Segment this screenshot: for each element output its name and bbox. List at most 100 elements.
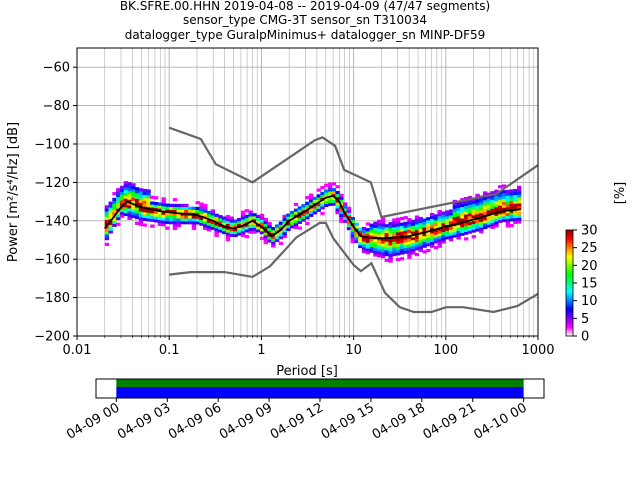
density-cell: [312, 205, 318, 209]
density-cell: [278, 230, 284, 234]
density-cell: [263, 235, 268, 239]
density-cell: [214, 219, 219, 223]
density-cell: [395, 232, 401, 236]
curves: [104, 126, 538, 314]
colorbar-tick-label: 0: [581, 330, 589, 345]
density-cell: [214, 233, 219, 238]
density-cell: [407, 255, 412, 259]
density-cell: [467, 213, 473, 217]
density-cell: [191, 215, 197, 219]
density-cell: [448, 232, 454, 236]
density-cell: [142, 197, 147, 201]
title-line-2: sensor_type CMG-3T sensor_sn T310034: [183, 13, 427, 27]
density-cell: [437, 224, 442, 228]
density-cell: [153, 216, 159, 220]
density-cell: [138, 194, 144, 198]
density-cell: [414, 227, 420, 231]
density-cell: [467, 216, 473, 220]
density-cell: [395, 249, 401, 253]
density-cell: [324, 200, 329, 205]
plot-background: [77, 48, 538, 336]
density-cell: [180, 221, 185, 225]
density-cell: [411, 237, 416, 241]
density-cell: [308, 193, 314, 197]
density-cell: [256, 220, 261, 224]
density-cell: [112, 220, 117, 225]
density-cell: [373, 233, 378, 237]
density-cell: [153, 196, 159, 200]
density-cell: [471, 209, 476, 213]
density-cell: [354, 237, 359, 241]
density-cell: [150, 215, 155, 220]
density-cell: [452, 217, 458, 221]
density-cell: [377, 248, 382, 252]
density-cell: [142, 209, 147, 213]
density-cell: [165, 226, 170, 230]
density-cell: [252, 227, 257, 231]
density-cell: [490, 196, 495, 201]
density-cell: [225, 235, 231, 239]
density-cell: [316, 202, 321, 207]
density-cell: [365, 236, 371, 240]
density-cell: [308, 210, 314, 215]
density-cell: [343, 202, 348, 206]
density-cell: [225, 229, 231, 233]
density-cell: [153, 207, 159, 211]
density-cell: [104, 213, 110, 218]
availability-segment-bottom: [116, 387, 524, 398]
density-cell: [388, 242, 393, 246]
density-cell: [252, 213, 257, 217]
density-cell: [490, 222, 495, 227]
density-cell: [282, 226, 287, 230]
density-cell: [501, 204, 507, 208]
density-cell: [505, 189, 511, 193]
density-cell: [422, 238, 427, 242]
density-cell: [377, 228, 382, 232]
density-cell: [123, 207, 129, 211]
density-cell: [501, 193, 507, 197]
density-cell: [199, 211, 204, 215]
density-cell: [482, 208, 488, 212]
density-cell: [399, 222, 405, 226]
density-cell: [142, 188, 147, 193]
density-cell: [138, 211, 144, 215]
density-cell: [127, 182, 132, 186]
density-cell: [433, 240, 439, 244]
density-cell: [433, 220, 439, 224]
density-cell: [494, 204, 499, 208]
colorbar-tick-label: 15: [581, 277, 598, 292]
density-cell: [146, 215, 151, 219]
density-cell: [263, 220, 268, 224]
density-cell: [437, 212, 442, 217]
density-cell: [498, 213, 503, 218]
density-cell: [377, 254, 382, 258]
density-cell: [361, 229, 367, 233]
density-cell: [127, 199, 132, 203]
density-cell: [369, 238, 374, 242]
density-cell: [339, 213, 344, 218]
density-cell: [131, 212, 136, 216]
density-cell: [479, 212, 484, 217]
density-cell: [482, 202, 488, 207]
density-cell: [441, 231, 446, 235]
density-cell: [305, 196, 310, 200]
density-cell: [112, 212, 117, 216]
availability-tick-label: 04-09 12: [268, 400, 326, 442]
density-cell: [131, 194, 136, 198]
density-cell: [119, 191, 125, 195]
density-cell: [467, 201, 473, 205]
density-cell: [373, 224, 378, 228]
density-cell: [361, 247, 367, 251]
density-cell: [403, 239, 408, 243]
density-cell: [513, 214, 518, 219]
density-cell: [218, 220, 223, 225]
density-cell: [498, 211, 503, 215]
density-cell: [169, 218, 174, 222]
density-cell: [286, 227, 291, 232]
density-cell: [176, 209, 181, 213]
density-cell: [361, 238, 367, 242]
density-cell: [146, 209, 151, 213]
density-cell: [365, 231, 371, 235]
density-cell: [392, 224, 397, 228]
density-cell: [267, 236, 272, 240]
